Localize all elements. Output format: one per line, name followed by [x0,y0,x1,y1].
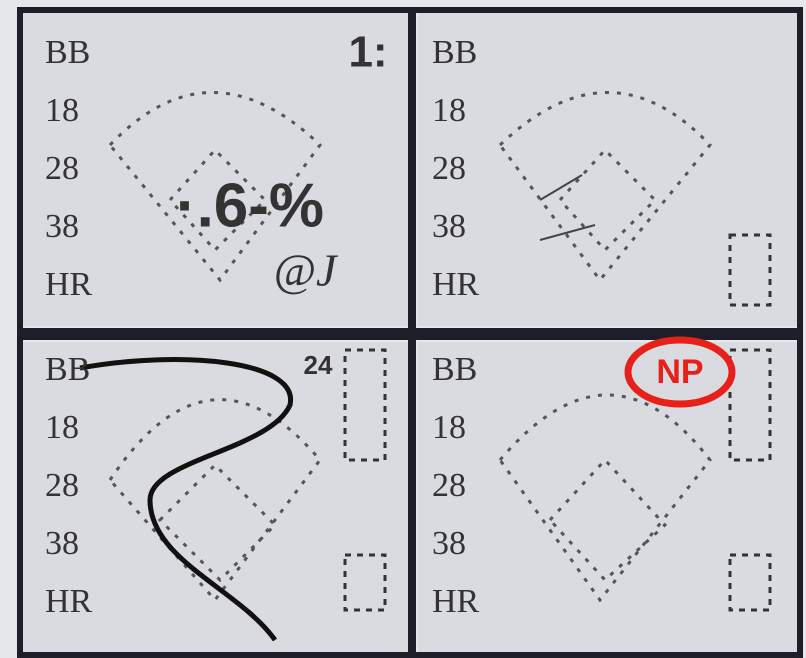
row-label: HR [432,266,480,303]
row-label: 18 [45,409,79,446]
row-label: 38 [432,525,466,562]
pitch-count: 24 [304,350,333,380]
row-label: 38 [45,208,79,245]
center-mark: ·.6-% [176,171,324,240]
row-label: 38 [432,208,466,245]
row-label: 38 [45,525,79,562]
row-label: 18 [45,92,79,129]
row-label: HR [45,583,93,620]
row-label: 28 [432,467,466,504]
row-label: BB [45,351,90,388]
row-label: 18 [432,409,466,446]
scorecard: NP 24 ·.6-% @J 1: BB 18 28 38 HR BB 18 28 38 HR BB… [0,0,806,658]
corner-mark: 1: [348,28,387,77]
initials: @J [274,245,339,296]
np-badge: NP [656,353,703,391]
row-label: BB [432,351,477,388]
row-label: BB [432,34,477,71]
row-label: HR [432,583,480,620]
row-label: BB [45,34,90,71]
row-label: 28 [45,150,79,187]
row-label: HR [45,266,93,303]
row-label: 18 [432,92,466,129]
row-label: 28 [45,467,79,504]
row-label: 28 [432,150,466,187]
